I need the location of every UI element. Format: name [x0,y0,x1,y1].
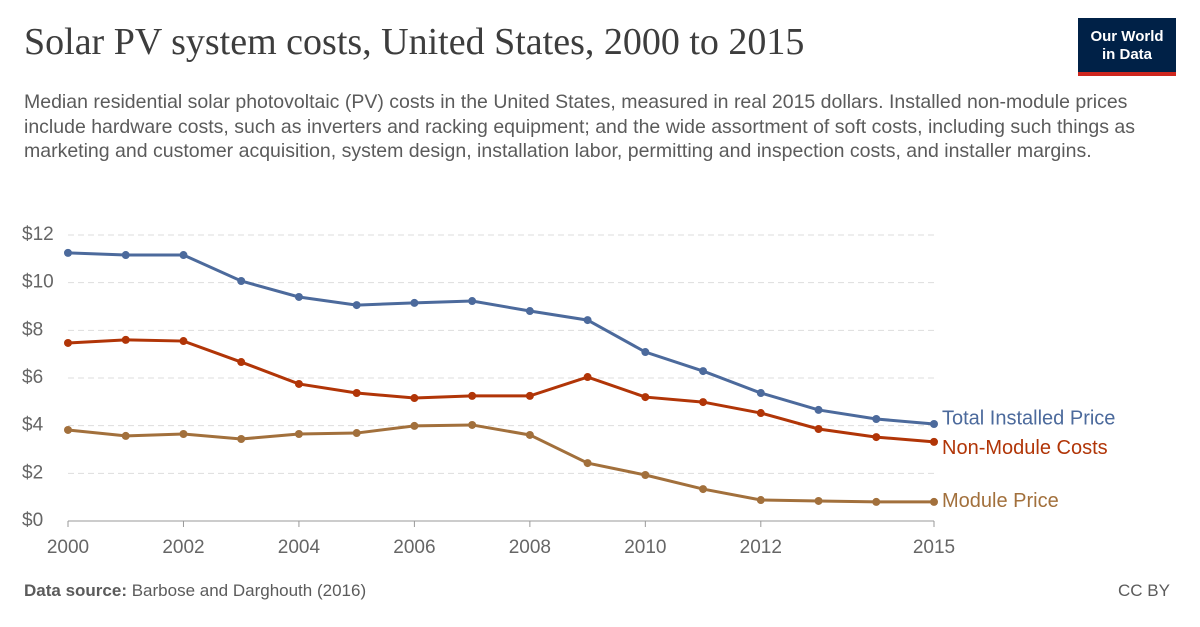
data-point [294,292,303,301]
data-point [237,276,246,285]
footer: Data source: Barbose and Darghouth (2016… [24,581,366,601]
data-point [179,251,188,260]
series-label: Non-Module Costs [942,437,1108,459]
x-tick-label: 2010 [624,537,666,558]
data-point [121,251,130,260]
x-tick-label: 2004 [278,537,321,558]
data-point [699,485,708,494]
series-line [67,423,934,504]
data-point [930,437,938,446]
data-point [410,394,419,403]
data-point [64,338,72,347]
data-point [64,425,72,434]
data-point [872,497,881,506]
data-point [352,389,361,398]
data-point [410,298,419,307]
data-point [930,497,938,506]
y-tick-label: $10 [22,272,54,293]
data-point [468,420,477,429]
data-point [121,335,130,344]
data-point [641,393,650,402]
x-tick-label: 2006 [393,537,435,558]
data-point [814,405,823,414]
x-tick-label: 2012 [740,537,782,558]
x-tick-label: 2000 [47,537,89,558]
data-point [641,471,650,480]
data-point [756,409,765,418]
y-tick-label: $8 [22,319,43,340]
data-point [583,373,592,382]
series-line [67,251,935,426]
data-point [814,425,823,434]
license[interactable]: CC BY [1118,581,1170,600]
data-point [525,430,534,439]
data-point [583,316,592,325]
data-point [179,430,188,439]
x-tick-label: 2015 [913,537,955,558]
data-point [237,435,246,444]
data-point [930,419,938,428]
data-point [352,429,361,438]
logo-text: Our World [1090,28,1164,45]
logo-text: in Data [1101,46,1152,63]
series-label: Module Price [942,490,1059,512]
data-point [756,389,765,398]
data-point [237,358,246,367]
data-point [583,459,592,468]
data-point [525,391,534,400]
data-point [294,379,303,388]
source: Barbose and Darghouth (2016) [131,581,367,600]
x-tick-label: 2008 [509,537,551,558]
source-label: Data source: [24,581,127,600]
y-tick-label: $0 [22,510,43,531]
data-point [872,414,881,423]
data-point [641,348,650,357]
data-point [179,337,188,346]
chart-subtitle: Median residential solar photovoltaic (P… [24,91,1136,162]
data-point [64,248,72,257]
x-tick-label: 2002 [162,537,204,558]
data-point [468,297,477,306]
y-tick-label: $2 [22,462,43,483]
y-tick-label: $6 [22,367,43,388]
chart-title: Solar PV system costs, United States, 20… [24,21,805,63]
data-point [121,431,130,440]
data-point [872,433,881,442]
series-label: Total Installed Price [942,407,1115,429]
data-point [756,496,765,505]
y-tick-label: $12 [22,224,54,245]
y-tick-label: $4 [22,415,44,436]
logo[interactable]: Our World in Data [1078,18,1176,76]
data-point [699,367,708,376]
series-line [67,338,935,444]
data-point [410,421,419,430]
data-point [352,301,361,310]
data-point [525,307,534,316]
data-point [699,398,708,407]
data-point [814,496,823,505]
data-point [468,391,477,400]
data-point [294,430,303,439]
